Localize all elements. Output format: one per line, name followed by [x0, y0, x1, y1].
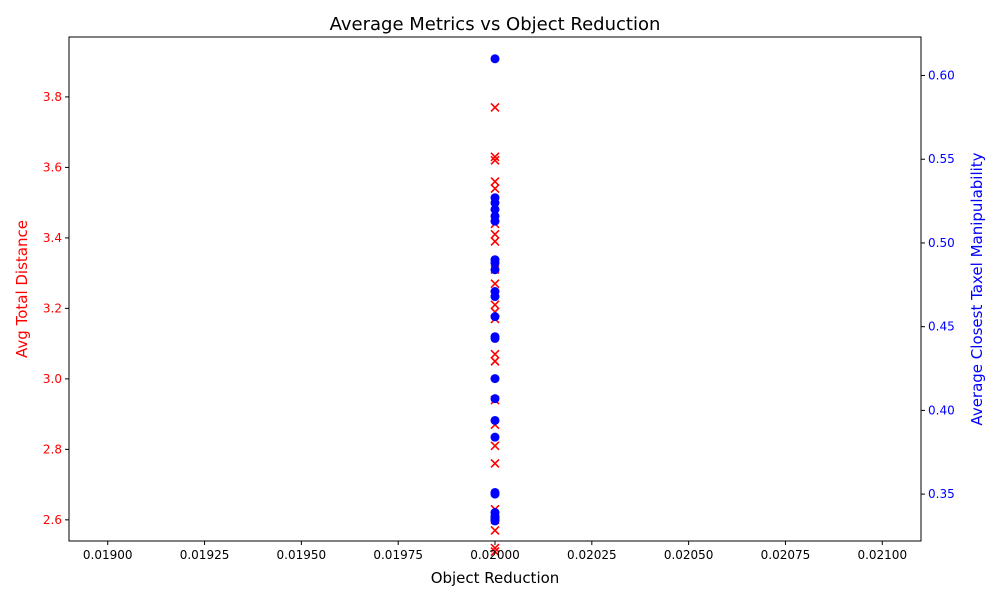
data-marks	[490, 54, 500, 557]
data-point-circle-marker	[490, 394, 500, 404]
data-point-x-marker	[490, 543, 500, 553]
x-tick-label: 0.02075	[761, 548, 811, 562]
y-right-tick-label: 0.40	[928, 403, 955, 417]
data-point-circle-marker	[490, 516, 500, 526]
y-left-tick-label: 3.6	[43, 160, 62, 174]
data-point-x-marker	[490, 300, 500, 310]
x-tick-label: 0.02050	[664, 548, 714, 562]
data-point-circle-marker	[490, 204, 500, 214]
y-right-tick-label: 0.50	[928, 236, 955, 250]
data-point-circle-marker	[490, 216, 500, 226]
y-right-tick-label: 0.45	[928, 320, 955, 334]
data-point-x-marker	[490, 547, 500, 557]
data-point-circle-marker	[490, 265, 500, 275]
y-left-tick-label: 3.4	[43, 231, 62, 245]
data-point-circle-marker	[490, 432, 500, 442]
data-point-circle-marker	[490, 54, 500, 64]
data-point-x-marker	[490, 102, 500, 113]
data-point-x-marker	[490, 279, 500, 289]
x-tick-label: 0.02025	[567, 548, 617, 562]
data-point-circle-marker	[490, 333, 500, 343]
x-tick-label: 0.02000	[470, 548, 520, 562]
x-axis-title: Object Reduction	[431, 569, 560, 587]
data-point-x-marker	[490, 441, 500, 451]
x-tick-label: 0.02100	[857, 548, 907, 562]
data-point-circle-marker	[490, 415, 500, 425]
y-axis-right-title: Average Closest Taxel Manipulability	[968, 152, 986, 425]
data-point-circle-marker	[490, 198, 500, 208]
y-right-tick-label: 0.35	[928, 487, 955, 501]
chart-title: Average Metrics vs Object Reduction	[330, 14, 661, 35]
data-point-x-marker	[490, 176, 500, 187]
data-point-x-marker	[490, 229, 500, 239]
y-left-tick-label: 3.2	[43, 301, 62, 315]
data-point-x-marker	[490, 356, 500, 366]
data-point-x-marker	[490, 183, 500, 194]
x-tick-label: 0.01975	[373, 548, 423, 562]
axes: 0.01900 0.01925 0.01950 0.01975 0.02000 0.020…	[43, 36, 955, 562]
data-point-x-marker	[490, 349, 500, 359]
y-right-tick-label: 0.60	[928, 69, 955, 83]
data-point-circle-marker	[490, 292, 500, 302]
data-point-circle-marker	[490, 258, 500, 268]
data-point-x-marker	[490, 525, 500, 535]
x-tick-label: 0.01900	[83, 548, 133, 562]
y-axis-left-title: Avg Total Distance	[13, 220, 31, 358]
data-point-circle-marker	[490, 312, 500, 322]
data-point-x-marker	[490, 155, 500, 165]
data-point-circle-marker	[490, 374, 500, 384]
y-left-tick-label: 2.6	[43, 513, 62, 527]
data-point-circle-marker	[490, 489, 500, 499]
data-point-x-marker	[490, 236, 500, 246]
data-point-x-marker	[490, 458, 500, 469]
data-point-x-marker	[490, 152, 500, 162]
x-tick-label: 0.01925	[180, 548, 230, 562]
x-tick-label: 0.01950	[277, 548, 327, 562]
y-left-tick-label: 3.8	[43, 90, 62, 104]
y-right-tick-label: 0.55	[928, 152, 955, 166]
y-left-tick-label: 2.8	[43, 442, 62, 456]
y-left-tick-label: 3.0	[43, 372, 62, 386]
